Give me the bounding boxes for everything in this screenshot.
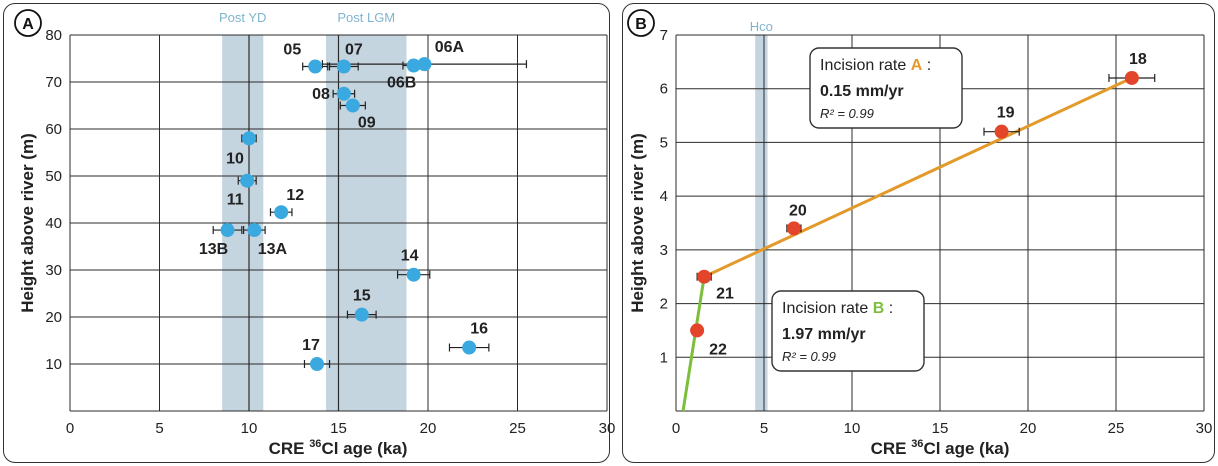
y-tick-label: 30 [45,262,62,279]
y-axis-title: Height above river (m) [628,133,647,313]
x-tick-label: 0 [672,420,680,437]
panel-a-frame [3,3,610,463]
point-label-22: 22 [709,341,727,358]
point-label-17: 17 [302,337,320,354]
point-label-16: 16 [470,321,488,338]
y-tick-label: 1 [660,349,668,366]
x-tick-label: 30 [1196,420,1213,437]
point-label-20: 20 [789,202,807,219]
data-point-19 [994,124,1009,139]
band-label: Post LGM [337,10,395,25]
x-tick-label: 25 [509,420,526,437]
x-tick-label: 20 [1020,420,1037,437]
panel-badge-a [14,9,42,37]
point-label-05: 05 [283,41,301,58]
fit-line-b [681,276,706,412]
annotation-box-b [771,290,925,372]
x-axis-title: CRE 36Cl age (ka) [269,438,408,458]
point-label-13A: 13A [258,241,288,258]
x-axis-title: CRE 36Cl age (ka) [871,438,1010,458]
point-label-12: 12 [286,187,304,204]
point-label-18: 18 [1129,51,1147,68]
data-point-18 [1124,70,1139,85]
y-tick-label: 40 [45,215,62,232]
y-tick-label: 4 [660,188,668,205]
point-label-08: 08 [312,86,330,103]
point-label-21: 21 [716,286,734,303]
data-point-05 [308,59,323,74]
y-axis-title: Height above river (m) [18,133,37,313]
point-label-10: 10 [226,150,244,167]
x-tick-label: 15 [330,420,347,437]
x-tick-label: 5 [760,420,768,437]
y-tick-label: 2 [660,296,668,313]
panel-badge-b [627,9,655,37]
x-tick-label: 25 [1108,420,1125,437]
x-tick-label: 15 [932,420,949,437]
data-point-11 [240,173,255,188]
panel-b: Hco 0 5 10 15 20 25 30 1 2 3 4 5 6 7 CRE 36Cl age (ka) H… [627,9,1213,458]
band-0 [755,35,768,411]
y-tick-label: 70 [45,74,62,91]
data-point-15 [354,307,369,322]
annotation-box-a [809,47,963,129]
data-point-07 [336,59,351,74]
data-point-21 [697,269,712,284]
annotation-title: Incision rate A : [820,57,931,74]
annotation-rate: 1.97 mm/yr [782,326,866,343]
x-tick-label: 5 [155,420,163,437]
x-tick-label: 20 [420,420,437,437]
data-point-13B [220,223,235,238]
point-label-19: 19 [997,105,1015,122]
annotation-r2: R² = 0.99 [782,349,836,364]
x-tick-label: 10 [844,420,861,437]
y-tick-label: 60 [45,121,62,138]
data-point-13A [247,223,262,238]
y-tick-label: 10 [45,356,62,373]
data-point-06B [406,58,421,73]
annotation-rate: 0.15 mm/yr [820,83,904,100]
x-tick-label: 0 [66,420,74,437]
point-label-07: 07 [345,41,363,58]
data-point-08 [336,86,351,101]
annotation-r2: R² = 0.99 [820,106,874,121]
panel-label: B [635,16,647,33]
y-tick-label: 80 [45,27,62,44]
point-label-09: 09 [358,115,376,132]
data-point-10 [242,131,256,146]
y-tick-label: 5 [660,134,668,151]
point-label-11: 11 [227,192,244,209]
x-tick-label: 10 [241,420,258,437]
y-tick-label: 7 [660,27,668,44]
fit-line-a [703,76,1133,279]
band-label: Post YD [219,10,266,25]
data-point-16 [462,340,477,355]
data-point-12 [274,205,289,220]
data-point-17 [310,357,325,371]
band-label: Hco [750,19,773,34]
data-point-20 [786,221,801,236]
y-tick-label: 6 [660,81,668,98]
point-label-06B: 06B [387,75,416,92]
y-tick-label: 50 [45,168,62,185]
point-label-06A: 06A [435,39,465,56]
data-point-22 [690,323,705,338]
panel-label: A [22,16,34,33]
x-tick-label: 30 [599,420,616,437]
data-point-14 [406,267,421,282]
point-label-13B: 13B [199,241,228,258]
y-tick-label: 3 [660,242,668,259]
data-point-06A [417,57,432,72]
point-label-14: 14 [401,248,419,265]
data-point-09 [345,98,360,113]
annotation-title: Incision rate B : [782,300,893,317]
point-label-15: 15 [353,288,371,305]
y-tick-label: 20 [45,309,62,326]
